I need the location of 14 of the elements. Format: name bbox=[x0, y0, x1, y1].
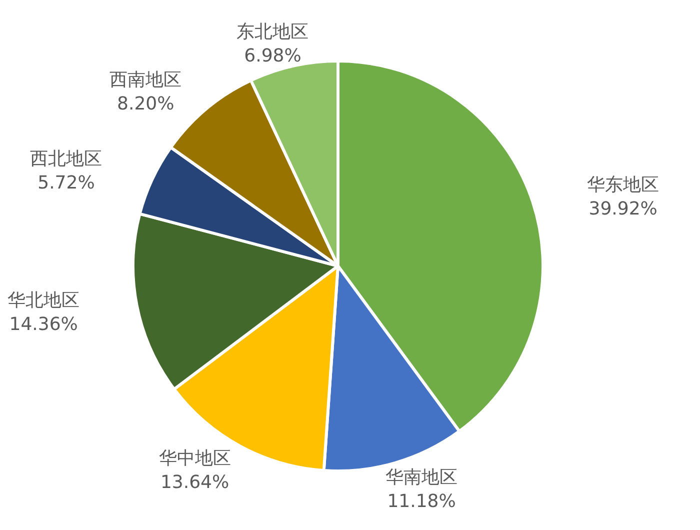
slice-label: 华南地区 bbox=[386, 466, 458, 488]
data-label: 39.92% bbox=[588, 198, 658, 220]
data-label: 6.98% bbox=[244, 46, 302, 67]
data-label: 14.36% bbox=[9, 314, 78, 336]
data-label: 13.64% bbox=[160, 472, 230, 494]
slice-label: 华东地区 bbox=[587, 174, 660, 196]
slice-label: 华北地区 bbox=[8, 290, 80, 312]
data-label: 11.18% bbox=[387, 490, 456, 512]
slice-label: 西北地区 bbox=[30, 148, 102, 170]
data-label: 5.72% bbox=[38, 172, 95, 194]
data-label: 8.20% bbox=[117, 94, 174, 115]
slice-label: 华中地区 bbox=[158, 448, 231, 470]
slice-label: 东北地区 bbox=[236, 22, 309, 43]
slice-label: 西南地区 bbox=[110, 70, 182, 91]
